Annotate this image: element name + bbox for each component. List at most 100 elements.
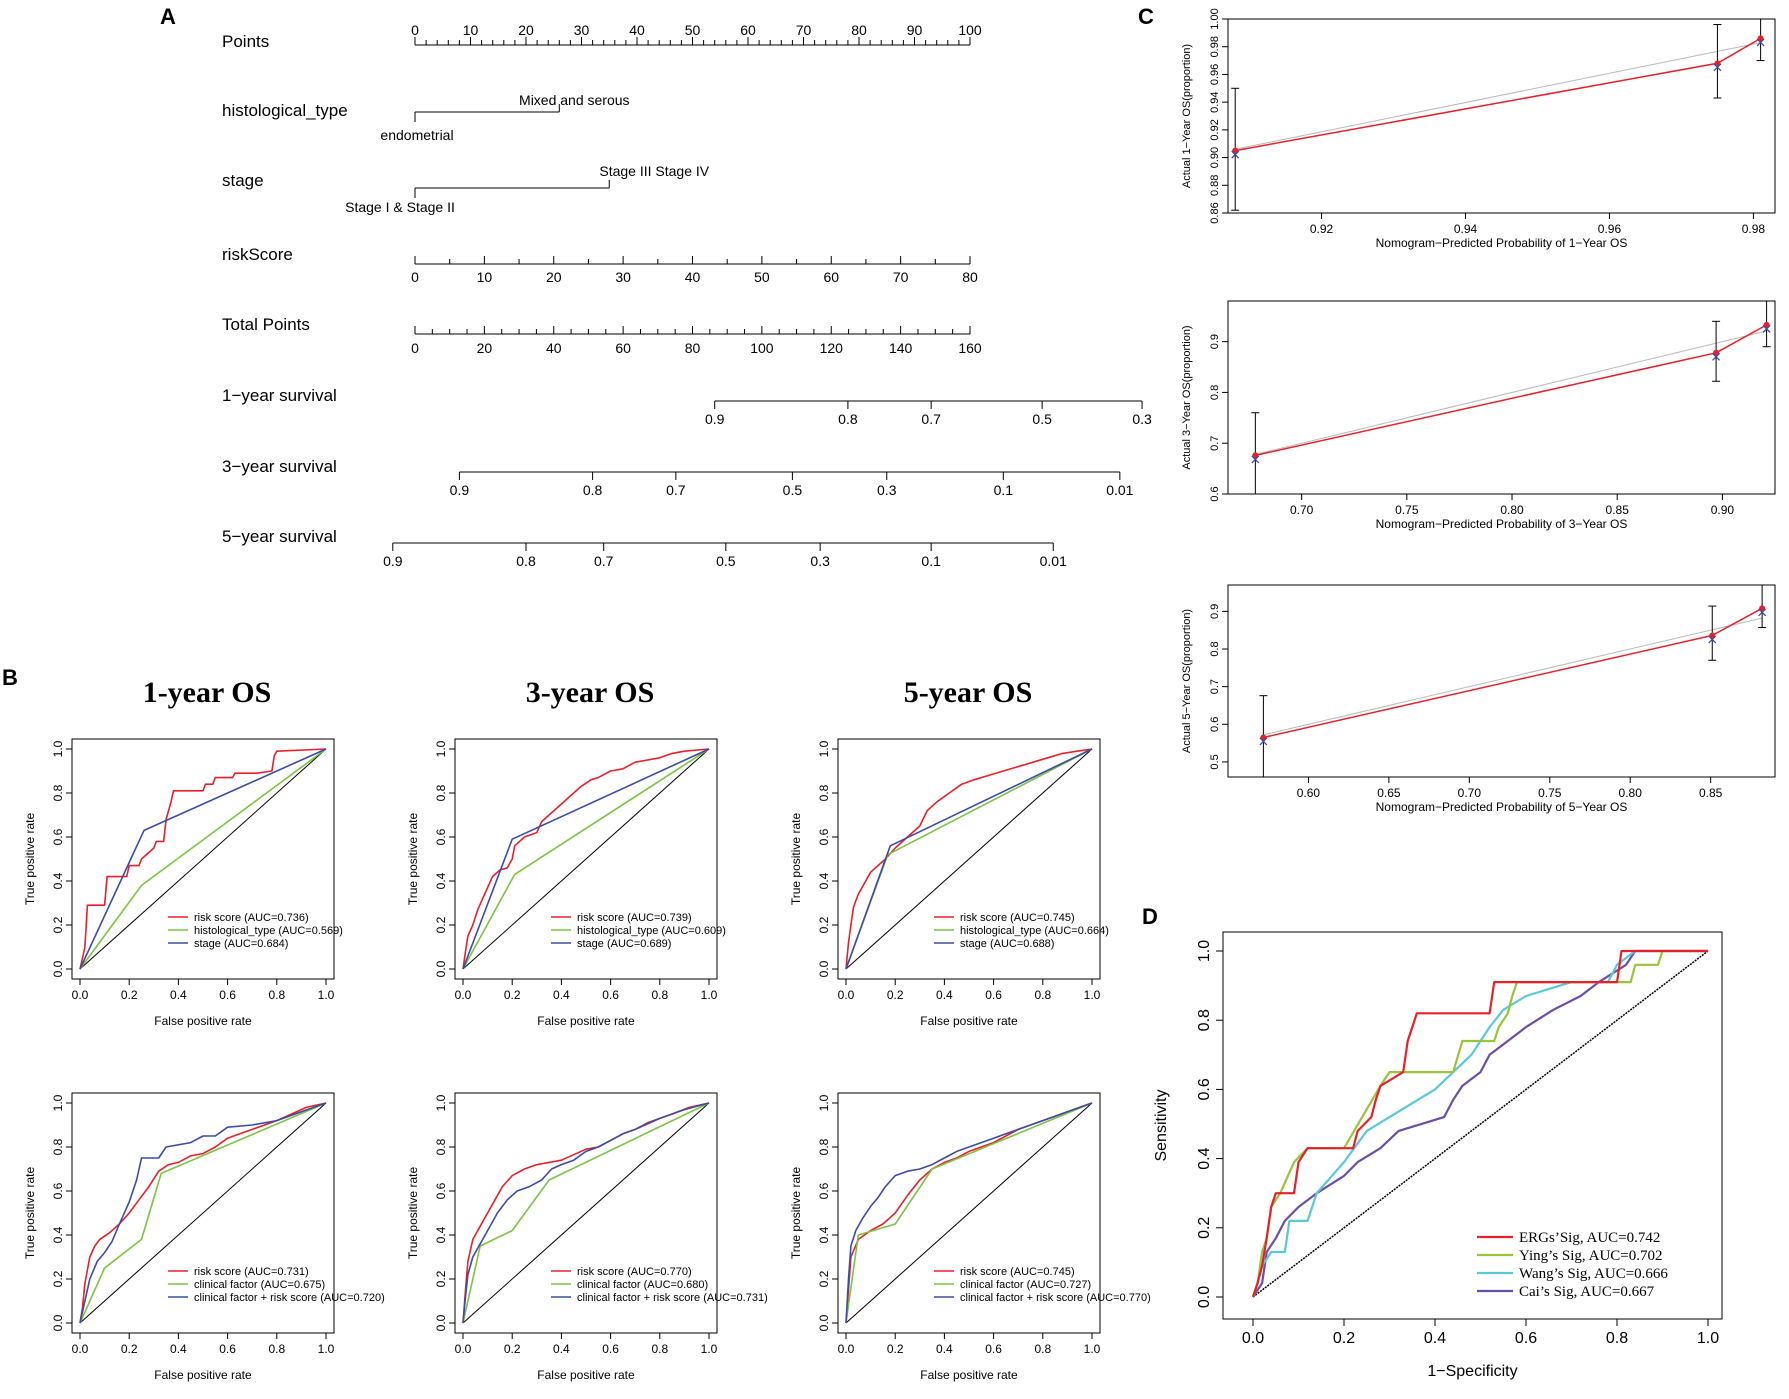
x-tick-label: 1.0	[701, 988, 718, 1002]
x-axis-label: False positive rate	[154, 1368, 252, 1382]
x-tick-label: 0.98	[1742, 222, 1766, 236]
legend-label: clinical factor + risk score (AUC=0.770)	[960, 1292, 1151, 1304]
x-tick-label: 0.70	[1458, 786, 1482, 800]
panel-c: C0.92 0.94 0.96 0.980.860.880.900.920.940.9…	[1138, 4, 1776, 814]
roc-column-title: 5-year OS	[904, 676, 1033, 709]
riskscore-tick-label: 20	[546, 269, 562, 285]
x-tick-label: 0.0	[838, 988, 855, 1002]
y-axis-label: Actual 3−Year OS(proportion)	[1181, 325, 1193, 469]
x-tick-label: 1.0	[1084, 988, 1101, 1002]
x-tick-label: 0.2	[887, 1342, 904, 1356]
survival-5y-tick-label: 0.01	[1040, 553, 1067, 569]
legend-label: clinical factor + risk score (AUC=0.731)	[577, 1292, 768, 1304]
y-tick-label: 0.86	[1209, 202, 1221, 223]
x-axis-label: False positive rate	[537, 1014, 635, 1028]
histology-right-label: Mixed and serous	[519, 92, 630, 108]
x-tick-label: 0.4	[553, 1342, 570, 1356]
total-points-tick-label: 120	[820, 340, 844, 356]
y-tick-label: 0.96	[1209, 64, 1221, 85]
x-tick-label: 0.6	[985, 988, 1002, 1002]
x-axis-label: Nomogram−Predicted Probability of 5−Year…	[1376, 800, 1628, 814]
legend-label: Ying’s Sig, AUC=0.702	[1519, 1248, 1663, 1264]
observed-marker	[1758, 608, 1767, 617]
legend-label: Cai’s Sig, AUC=0.667	[1519, 1284, 1655, 1300]
roc-curve	[79, 748, 327, 970]
y-tick-label: 0.2	[817, 916, 831, 933]
y-tick-label: 0.8	[817, 784, 831, 801]
roc-plot: 0.0 0.0 0.2 0.2 0.4 0.4 0.6 0.6 0.8 0.8 1.0 1.0 Fals…	[23, 738, 343, 1028]
y-tick-label: 0.4	[1196, 1147, 1213, 1169]
panel-label-b: B	[2, 665, 18, 690]
calibration-plot: 0.60 0.65 0.70 0.75 0.80 0.85 0.5 0.6 0.7 0.8 0.9 N…	[1181, 584, 1776, 814]
y-tick-label: 1.0	[817, 740, 831, 757]
y-tick-label: 0.4	[51, 1226, 65, 1243]
legend-label: risk score (AUC=0.745)	[960, 1266, 1075, 1278]
y-tick-label: 0.8	[51, 1138, 65, 1155]
survival-3y-tick-label: 0.1	[994, 482, 1014, 498]
survival-3y-tick-label: 0.5	[783, 482, 803, 498]
calibration-point	[1713, 349, 1720, 356]
legend-label: clinical factor (AUC=0.727)	[960, 1279, 1091, 1291]
x-tick-label: 0.8	[1034, 1342, 1051, 1356]
x-tick-label: 0.2	[887, 988, 904, 1002]
total-points-tick-label: 160	[958, 340, 982, 356]
roc-curve	[845, 748, 1093, 970]
x-tick-label: 0.4	[170, 1342, 187, 1356]
total-points-tick-label: 20	[477, 340, 493, 356]
riskscore-tick-label: 80	[962, 269, 978, 285]
x-tick-label: 1.0	[701, 1342, 718, 1356]
x-tick-label: 0.6	[219, 1342, 236, 1356]
calibration-point	[1757, 35, 1764, 42]
roc-curve	[79, 1102, 327, 1324]
roc-curve	[462, 748, 710, 970]
y-axis-label: True positive rate	[789, 1167, 803, 1260]
roc-plot: 0.0 0.0 0.2 0.2 0.4 0.4 0.6 0.6 0.8 0.8 1.0 1.0 Fals…	[789, 1092, 1151, 1382]
observed-marker	[1713, 63, 1722, 72]
y-tick-label: 0.5	[1209, 754, 1221, 769]
legend-label: risk score (AUC=0.736)	[194, 912, 309, 924]
x-tick-label: 0.85	[1699, 786, 1723, 800]
x-tick-label: 0.6	[219, 988, 236, 1002]
legend-label: clinical factor (AUC=0.675)	[194, 1279, 325, 1291]
y-tick-label: 0.7	[1209, 679, 1221, 694]
total-points-tick-label: 140	[889, 340, 913, 356]
y-tick-label: 0.6	[1209, 717, 1221, 732]
total-points-tick-label: 100	[750, 340, 774, 356]
x-tick-label: 0.96	[1598, 222, 1622, 236]
ideal-line	[1255, 330, 1767, 455]
y-tick-label: 1.0	[51, 1094, 65, 1111]
x-tick-label: 0.2	[504, 988, 521, 1002]
y-axis-label: True positive rate	[789, 813, 803, 906]
x-tick-label: 0.0	[838, 1342, 855, 1356]
legend-label: stage (AUC=0.688)	[960, 938, 1054, 950]
reference-diagonal	[462, 1102, 710, 1324]
x-tick-label: 0.0	[455, 1342, 472, 1356]
y-tick-label: 0.88	[1209, 175, 1221, 196]
y-tick-label: 0.2	[817, 1270, 831, 1287]
survival-5y-tick-label: 0.3	[810, 553, 830, 569]
riskscore-tick-label: 10	[477, 269, 493, 285]
y-tick-label: 0.6	[1209, 486, 1221, 501]
x-axis-label: False positive rate	[154, 1014, 252, 1028]
total-points-tick-label: 0	[411, 340, 419, 356]
reference-diagonal	[462, 748, 710, 970]
x-axis-label: False positive rate	[537, 1368, 635, 1382]
x-tick-label: 0.60	[1297, 786, 1321, 800]
roc-curve	[79, 1102, 327, 1324]
survival-3y-tick-label: 0.3	[877, 482, 897, 498]
survival-5y-tick-label: 0.8	[516, 553, 536, 569]
panel-label-a: A	[160, 4, 176, 29]
observed-marker	[1712, 352, 1721, 361]
y-tick-label: 0.0	[817, 1314, 831, 1331]
observed-marker	[1259, 737, 1268, 746]
y-axis-label: True positive rate	[406, 813, 420, 906]
roc-curve	[462, 1102, 710, 1324]
calibration-point	[1252, 452, 1259, 459]
row-name: 5−year survival	[222, 527, 337, 546]
row-name: histological_type	[222, 101, 348, 120]
x-tick-label: 0.2	[1333, 1330, 1355, 1347]
points-tick-label: 20	[518, 22, 534, 38]
y-tick-label: 0.94	[1209, 91, 1221, 112]
